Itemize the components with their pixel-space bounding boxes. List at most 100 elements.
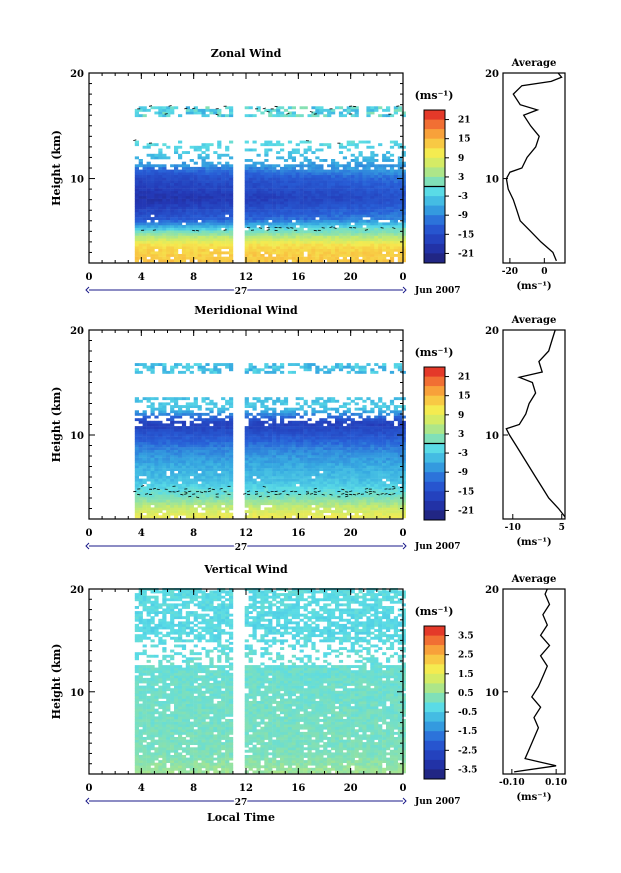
heatmap-cell <box>252 169 257 173</box>
heatmap-cell <box>221 462 226 466</box>
heatmap-cell <box>134 512 139 516</box>
y-tick-label: 20 <box>70 69 84 80</box>
heatmap-cell <box>331 504 336 508</box>
heatmap-cell <box>205 433 210 437</box>
heatmap-cell <box>252 211 257 215</box>
heatmap-cell <box>319 203 324 207</box>
heatmap-cell <box>315 240 320 244</box>
heatmap-cell <box>142 225 147 228</box>
heatmap-cell <box>170 483 175 487</box>
heatmap-cell <box>283 193 289 197</box>
heatmap-cell <box>217 457 222 461</box>
heatmap-cell <box>244 510 249 513</box>
heatmap-cell <box>276 439 281 443</box>
heatmap-cell <box>303 402 308 406</box>
heatmap-cell <box>181 436 187 440</box>
heatmap-cell <box>295 114 300 118</box>
heatmap-cell <box>386 214 391 218</box>
heatmap-cell <box>299 496 304 500</box>
heatmap-cell <box>331 449 336 453</box>
heatmap-cell <box>386 106 391 110</box>
heatmap-cell <box>217 491 222 495</box>
heatmap-cell <box>134 410 139 414</box>
x-tick-label: 12 <box>239 272 253 283</box>
heatmap-cell <box>335 206 340 210</box>
heatmap-cell <box>150 363 155 366</box>
heatmap-cell <box>193 510 198 513</box>
heatmap-cell <box>178 214 183 218</box>
heatmap-cell <box>311 489 316 492</box>
heatmap-cell <box>307 140 312 144</box>
heatmap-cell <box>252 196 257 199</box>
heatmap-cell <box>303 164 308 168</box>
heatmap-cell <box>244 426 249 429</box>
heatmap-cell <box>162 188 167 191</box>
heatmap-cell <box>287 507 293 511</box>
heatmap-cell <box>323 462 328 466</box>
heatmap-cell <box>260 473 265 477</box>
heatmap-cell <box>146 460 151 464</box>
heatmap-cell <box>209 217 214 220</box>
heatmap-cell <box>303 211 308 215</box>
heatmap-cell <box>181 441 187 445</box>
heatmap-cell <box>217 462 222 466</box>
heatmap-cell <box>397 196 402 199</box>
heatmap-cell <box>256 412 261 416</box>
heatmap-cell <box>280 481 285 485</box>
heatmap-cell <box>174 198 179 202</box>
heatmap-cell <box>323 454 328 458</box>
heatmap-cell <box>189 259 194 263</box>
heatmap-cell <box>280 428 285 432</box>
heatmap-cell <box>319 431 324 435</box>
heatmap-cell <box>209 188 214 191</box>
heatmap-cell <box>181 166 187 170</box>
heatmap-cell <box>354 201 359 205</box>
heatmap-cell <box>150 512 155 516</box>
heatmap-cell <box>252 465 257 469</box>
heatmap-cell <box>374 185 379 189</box>
heatmap-cell <box>338 190 344 194</box>
heatmap-cell <box>229 106 234 110</box>
heatmap-cell <box>331 201 336 205</box>
heatmap-cell <box>327 188 332 191</box>
heatmap-cell <box>158 412 163 416</box>
heatmap-cell <box>197 169 202 173</box>
heatmap-cell <box>193 460 198 464</box>
heatmap-cell <box>162 214 167 218</box>
heatmap-cell <box>158 222 163 226</box>
heatmap-cell <box>138 489 143 492</box>
heatmap-cell <box>287 491 293 495</box>
heatmap-cell <box>162 491 167 495</box>
heatmap-cell <box>229 209 234 213</box>
heatmap-cell <box>299 230 304 234</box>
heatmap-cell <box>291 415 296 419</box>
heatmap-cell <box>295 246 300 249</box>
heatmap-cell <box>303 441 308 445</box>
heatmap-cell <box>244 193 249 197</box>
heatmap-cell <box>166 449 171 453</box>
heatmap-cell <box>189 211 194 215</box>
heatmap-cell <box>283 169 289 173</box>
heatmap-cell <box>142 193 147 197</box>
heatmap-cell <box>205 431 210 435</box>
heatmap-cell <box>311 227 316 231</box>
heatmap-cell <box>244 232 249 236</box>
heatmap-cell <box>221 496 226 500</box>
heatmap-cell <box>264 182 269 186</box>
heatmap-cell <box>162 494 167 498</box>
heatmap-cell <box>134 209 139 213</box>
heatmap-cell <box>166 441 171 445</box>
heatmap-cell <box>146 420 151 424</box>
heatmap-cell <box>221 436 226 440</box>
heatmap-cell <box>272 439 277 443</box>
heatmap-cell <box>174 259 179 263</box>
heatmap-cell <box>386 196 391 199</box>
y-tick-label: 10 <box>70 175 84 186</box>
heatmap-cell <box>354 177 359 181</box>
heatmap-cell <box>283 166 289 170</box>
heatmap-cell <box>307 235 312 239</box>
heatmap-cell <box>283 468 289 471</box>
heatmap-cell <box>229 475 234 479</box>
heatmap-cell <box>393 248 398 252</box>
heatmap-cell <box>331 483 336 487</box>
